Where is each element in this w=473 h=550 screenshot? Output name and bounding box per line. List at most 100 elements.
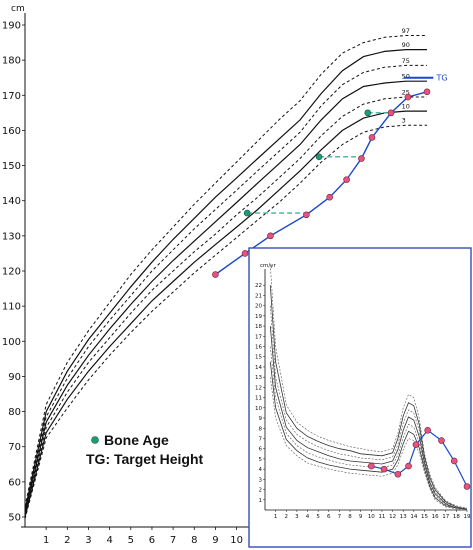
patient-velocity-point	[368, 462, 375, 470]
inset-x-tick-label: 19	[464, 514, 471, 520]
y-tick-label: 150	[2, 161, 21, 172]
patient-height-point	[368, 134, 376, 141]
inset-x-tick-label: 18	[453, 514, 460, 520]
patient-height-point	[241, 250, 249, 257]
patient-height-point	[212, 271, 219, 278]
y-tick-label: 50	[8, 513, 21, 524]
percentile-curve-25	[24, 96, 427, 516]
y-tick-label: 190	[2, 21, 21, 32]
velocity-percentile-curve	[270, 305, 468, 510]
inset-y-tick-label: 18	[255, 324, 262, 330]
bone-age-point	[364, 109, 372, 117]
percentile-label-3: 3	[402, 117, 406, 125]
velocity-chart-inset: cm/yr12345678910111213141516171819202122…	[248, 247, 472, 548]
x-tick-label: 5	[128, 535, 134, 546]
patient-height-point	[387, 109, 395, 117]
inset-x-tick-label: 2	[285, 514, 289, 520]
inset-y-tick-label: 22	[255, 283, 262, 289]
target-height-label: TG	[436, 74, 448, 83]
percentile-label-25: 25	[402, 89, 410, 97]
x-tick-label: 9	[212, 535, 218, 546]
bone-age-point	[243, 209, 251, 217]
legend-bone-age-marker	[91, 436, 99, 444]
bone-age-point	[315, 153, 323, 161]
patient-height-point	[303, 211, 310, 219]
patient-velocity-point	[463, 483, 471, 490]
inset-y-tick-label: 20	[255, 304, 262, 310]
inset-y-tick-label: 1	[259, 498, 263, 504]
x-tick-label: 6	[149, 535, 155, 546]
patient-height-point	[423, 88, 431, 96]
inset-y-tick-label: 5	[259, 457, 263, 463]
inset-y-tick-label: 12	[255, 385, 262, 391]
inset-x-tick-label: 16	[432, 514, 439, 520]
inset-x-tick-label: 1	[274, 514, 278, 520]
y-axis-label: cm	[11, 4, 25, 14]
velocity-percentile-curve	[270, 377, 467, 510]
y-tick-label: 90	[8, 372, 21, 383]
patient-velocity-point	[424, 427, 431, 434]
x-tick-label: 1	[43, 535, 49, 546]
percentile-curve-10	[24, 110, 427, 518]
inset-y-tick-label: 9	[259, 416, 263, 422]
patient-velocity-point	[405, 462, 412, 470]
inset-x-tick-label: 13	[400, 514, 407, 520]
inset-y-tick-label: 14	[255, 365, 262, 371]
inset-y-tick-label: 3	[259, 477, 263, 483]
percentile-label-75: 75	[402, 57, 410, 65]
inset-x-tick-label: 9	[359, 514, 363, 520]
percentile-curve-75	[24, 64, 427, 512]
y-tick-label: 140	[2, 196, 21, 207]
y-tick-label: 120	[2, 267, 21, 278]
x-tick-label: 7	[170, 535, 176, 546]
y-tick-label: 100	[2, 337, 21, 348]
y-tick-label: 80	[8, 407, 21, 418]
percentile-label-10: 10	[402, 103, 410, 111]
x-tick-label: 3	[85, 535, 91, 546]
percentile-curve-97	[24, 35, 427, 507]
percentile-curve-90	[24, 49, 427, 511]
velocity-percentile-curve	[269, 326, 468, 510]
x-tick-label: 8	[191, 535, 197, 546]
inset-frame	[248, 247, 472, 548]
inset-y-tick-label: 7	[259, 436, 263, 442]
inset-x-tick-label: 7	[338, 514, 342, 520]
inset-x-tick-label: 12	[389, 514, 396, 520]
percentile-curve-50	[24, 80, 427, 514]
legend-bone-age-label: Bone Age	[104, 432, 169, 448]
inset-y-tick-label: 2	[259, 488, 263, 494]
percentile-curve-3	[24, 124, 427, 519]
inset-x-tick-label: 11	[378, 514, 385, 520]
legend: Bone Age TG: Target Height	[86, 432, 204, 467]
velocity-percentile-curve	[270, 264, 468, 509]
inset-x-tick-label: 8	[348, 514, 352, 520]
patient-height-point	[326, 193, 333, 201]
y-tick-label: 60	[8, 477, 21, 488]
patient-velocity-point	[380, 465, 388, 473]
patient-velocity-point	[412, 441, 420, 448]
inset-y-tick-label: 17	[255, 334, 262, 340]
inset-x-tick-label: 5	[316, 514, 320, 520]
y-tick-label: 70	[8, 442, 21, 453]
patient-height-point	[358, 155, 365, 162]
patient-velocity-point	[450, 457, 458, 465]
inset-x-tick-label: 17	[442, 514, 449, 520]
inset-y-tick-label: 4	[259, 467, 263, 473]
inset-y-axis-label: cm/yr	[260, 263, 276, 269]
patient-velocity-point	[394, 470, 402, 478]
inset-y-tick-label: 21	[255, 293, 262, 299]
patient-velocity-point	[438, 437, 445, 444]
patient-height-point	[267, 232, 274, 240]
x-tick-label: 2	[64, 535, 70, 546]
y-tick-label: 110	[2, 302, 21, 313]
y-tick-label: 180	[2, 56, 21, 67]
inset-y-tick-label: 15	[255, 355, 262, 361]
inset-x-tick-label: 14	[410, 514, 417, 520]
inset-y-tick-label: 6	[259, 447, 263, 453]
percentile-label-97: 97	[402, 27, 410, 35]
x-tick-label: 4	[106, 535, 112, 546]
inset-y-tick-label: 11	[255, 396, 262, 402]
inset-x-tick-label: 10	[368, 514, 375, 520]
